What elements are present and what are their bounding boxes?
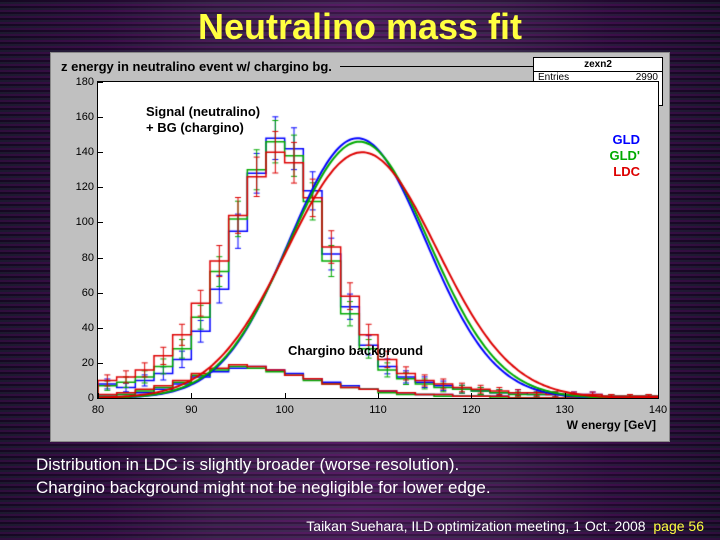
annot-bg: Chargino background	[288, 343, 423, 358]
x-tick-label: 110	[369, 404, 387, 416]
y-tick-mark	[98, 258, 103, 259]
x-tick-label: 120	[462, 404, 480, 416]
x-tick-mark	[98, 393, 99, 398]
y-tick-mark	[98, 152, 103, 153]
x-tick-mark	[565, 393, 566, 398]
footer-page-label: page	[653, 518, 684, 534]
y-tick-label: 40	[62, 322, 94, 334]
plot-area: Signal (neutralino) + BG (chargino) Char…	[97, 81, 659, 399]
x-tick-label: 130	[555, 404, 573, 416]
x-tick-mark	[378, 393, 379, 398]
y-tick-mark	[98, 117, 103, 118]
y-tick-label: 80	[62, 252, 94, 264]
y-tick-label: 60	[62, 287, 94, 299]
footer-text: Taikan Suehara, ILD optimization meeting…	[306, 518, 645, 534]
chart-panel: z energy in neutralino event w/ chargino…	[50, 52, 670, 442]
y-tick-mark	[98, 293, 103, 294]
footer-page-num: 56	[688, 518, 704, 534]
chart-title: z energy in neutralino event w/ chargino…	[61, 59, 332, 74]
y-tick-label: 180	[62, 76, 94, 88]
legend-ldc: LDC	[613, 164, 640, 179]
stats-name: zexn2	[534, 58, 662, 72]
y-tick-label: 100	[62, 216, 94, 228]
x-axis-label: W energy [GeV]	[567, 418, 656, 432]
footer: Taikan Suehara, ILD optimization meeting…	[0, 518, 704, 534]
legend-gldp: GLD'	[609, 148, 640, 163]
x-tick-mark	[191, 393, 192, 398]
y-tick-mark	[98, 328, 103, 329]
x-tick-mark	[471, 393, 472, 398]
caption: Distribution in LDC is slightly broader …	[36, 454, 700, 500]
y-tick-mark	[98, 222, 103, 223]
x-tick-label: 80	[92, 404, 104, 416]
x-tick-label: 90	[185, 404, 197, 416]
y-tick-mark	[98, 187, 103, 188]
annot-signal-1: Signal (neutralino)	[146, 104, 260, 119]
y-tick-label: 160	[62, 111, 94, 123]
x-tick-label: 100	[275, 404, 293, 416]
title-underline	[340, 66, 549, 67]
y-tick-mark	[98, 398, 103, 399]
y-tick-label: 20	[62, 357, 94, 369]
annot-signal-2: + BG (chargino)	[146, 120, 244, 135]
y-tick-mark	[98, 82, 103, 83]
chart-title-bar: z energy in neutralino event w/ chargino…	[61, 57, 549, 75]
y-tick-label: 140	[62, 146, 94, 158]
y-tick-label: 120	[62, 181, 94, 193]
x-tick-mark	[658, 393, 659, 398]
x-tick-label: 140	[649, 404, 667, 416]
caption-line-2: Chargino background might not be negligi…	[36, 477, 700, 500]
caption-line-1: Distribution in LDC is slightly broader …	[36, 454, 700, 477]
x-tick-mark	[285, 393, 286, 398]
y-tick-mark	[98, 363, 103, 364]
slide-title: Neutralino mass fit	[0, 6, 720, 48]
y-tick-label: 0	[62, 392, 94, 404]
legend-gld: GLD	[613, 132, 640, 147]
